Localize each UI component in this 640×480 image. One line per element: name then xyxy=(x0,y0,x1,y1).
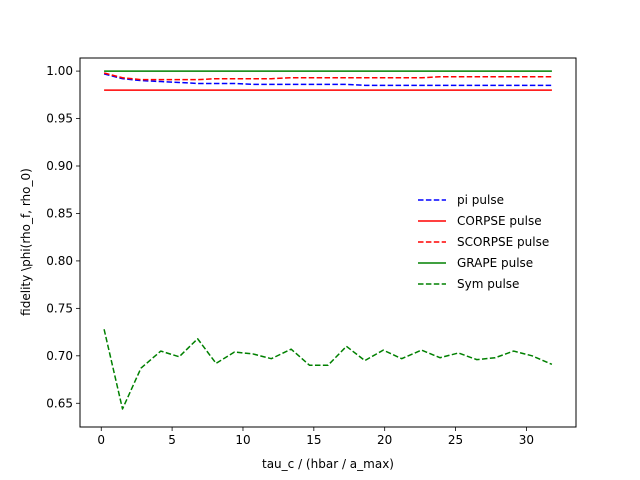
y-axis-label: fidelity \phi(rho_f, rho_0) xyxy=(19,168,33,316)
y-tick-label: 0.80 xyxy=(46,254,73,268)
x-tick-label: 5 xyxy=(168,433,176,447)
series-line-scorpse-pulse xyxy=(103,72,552,81)
y-axis-ticks: 0.65 0.70 0.75 0.80 0.85 0.90 0.95 1.00 xyxy=(46,64,80,410)
y-tick-label: 0.70 xyxy=(46,349,73,363)
x-tick-label: 20 xyxy=(377,433,392,447)
y-tick-label: 1.00 xyxy=(46,64,73,78)
legend-label: pi pulse xyxy=(457,193,504,207)
series-line-pi-pulse xyxy=(103,73,552,87)
legend-label: SCORPSE pulse xyxy=(457,235,549,249)
y-tick-label: 0.85 xyxy=(46,206,73,220)
series-line-sym-pulse xyxy=(103,329,553,410)
x-axis-label: tau_c / (hbar / a_max) xyxy=(262,457,394,471)
y-tick-label: 0.95 xyxy=(46,112,73,126)
x-tick-label: 0 xyxy=(97,433,105,447)
legend: pi pulse CORPSE pulse SCORPSE pulse GRAPE p… xyxy=(418,193,549,291)
plot-lines xyxy=(103,70,553,410)
y-tick-label: 0.75 xyxy=(46,301,73,315)
y-tick-label: 0.65 xyxy=(46,396,73,410)
x-axis-ticks: 0 5 10 15 20 25 30 xyxy=(97,427,534,447)
legend-label: CORPSE pulse xyxy=(457,214,542,228)
plot-frame xyxy=(79,57,577,428)
x-tick-label: 15 xyxy=(306,433,321,447)
y-tick-label: 0.90 xyxy=(46,159,73,173)
legend-label: GRAPE pulse xyxy=(457,256,533,270)
legend-label: Sym pulse xyxy=(457,277,519,291)
x-tick-label: 25 xyxy=(448,433,463,447)
x-tick-label: 30 xyxy=(519,433,534,447)
x-tick-label: 10 xyxy=(235,433,250,447)
